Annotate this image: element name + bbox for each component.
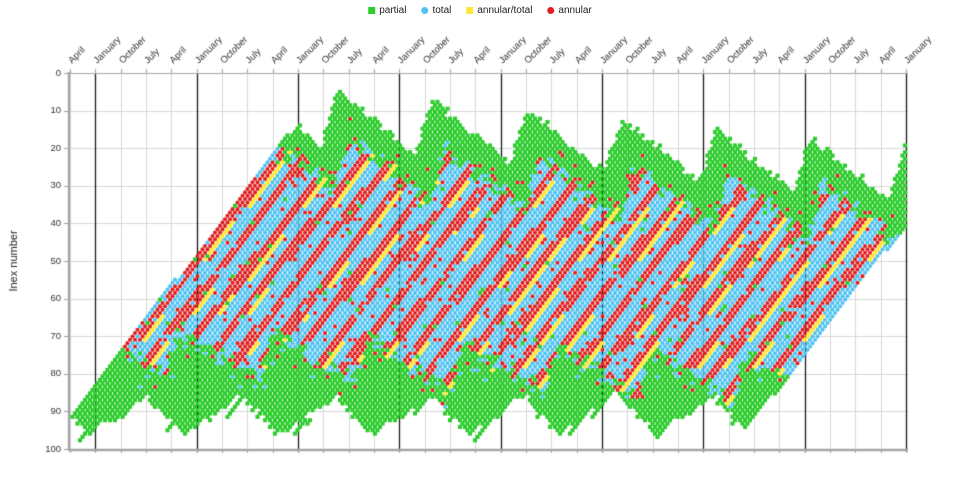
annular-total-marker-icon [466,7,474,14]
legend-label-annular-total: annular/total [477,5,533,16]
legend-label-total: total [432,5,452,16]
chart-legend: partial total annular/total annular [368,5,592,16]
legend-item-partial: partial [368,5,406,16]
legend-item-total: total [421,5,451,16]
legend-item-annular-total: annular/total [466,5,532,16]
legend-label-annular: annular [558,5,592,16]
partial-marker-icon [368,7,376,14]
annular-marker-icon [547,7,555,14]
total-marker-icon [421,7,429,14]
legend-label-partial: partial [379,5,407,16]
legend-item-annular: annular [547,5,592,16]
